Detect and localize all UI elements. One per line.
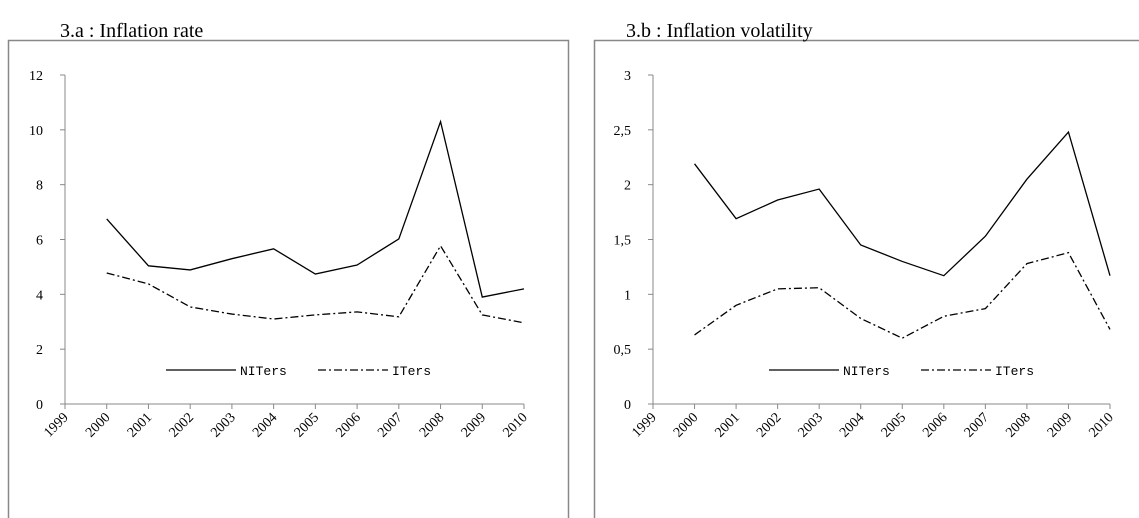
- chart-title: 3.a : Inflation rate: [60, 20, 203, 42]
- x-tick-label: 1999: [41, 410, 71, 440]
- panel-frame: [7, 39, 570, 518]
- y-tick-label: 6: [36, 234, 43, 249]
- x-tick-label: 2004: [837, 410, 867, 440]
- chart-title: 3.b : Inflation volatility: [626, 20, 813, 42]
- legend-label: NITers: [843, 364, 890, 379]
- x-tick-label: 2006: [920, 410, 950, 440]
- series-line: [106, 119, 525, 298]
- x-tick-label: 2000: [83, 410, 113, 440]
- y-tick-label: 1,5: [614, 234, 632, 249]
- x-tick-label: 2001: [125, 410, 155, 440]
- x-tick-label: 2000: [671, 410, 701, 440]
- y-tick-label: 1: [624, 288, 631, 303]
- series-line: [106, 244, 525, 324]
- legend-label: ITers: [995, 364, 1034, 379]
- y-tick-label: 0,5: [614, 343, 632, 358]
- x-tick-label: 2008: [417, 410, 447, 440]
- x-tick-label: 2008: [1003, 410, 1033, 440]
- y-tick-label: 2: [36, 343, 43, 358]
- y-tick-label: 2,5: [614, 124, 632, 139]
- y-tick-label: 3: [624, 69, 631, 84]
- x-tick-label: 2007: [962, 410, 992, 440]
- x-tick-label: 2010: [1086, 410, 1116, 440]
- x-tick-label: 2004: [250, 410, 280, 440]
- series-line: [694, 251, 1111, 339]
- x-tick-label: 2001: [713, 410, 743, 440]
- x-tick-label: 2003: [796, 410, 826, 440]
- x-tick-label: 2002: [167, 410, 197, 440]
- x-tick-label: 2009: [1045, 410, 1075, 440]
- y-tick-label: 4: [36, 288, 43, 303]
- legend-label: ITers: [392, 364, 431, 379]
- y-tick-label: 0: [624, 398, 631, 413]
- series-line: [694, 130, 1111, 277]
- x-tick-label: 2006: [334, 410, 364, 440]
- y-tick-label: 0: [36, 398, 43, 413]
- x-tick-label: 2005: [879, 410, 909, 440]
- y-tick-label: 10: [29, 124, 43, 139]
- x-tick-label: 2009: [459, 410, 489, 440]
- legend-label: NITers: [240, 364, 287, 379]
- x-tick-label: 2003: [208, 410, 238, 440]
- y-tick-label: 8: [36, 179, 43, 194]
- panel-frame: [593, 39, 1139, 518]
- x-tick-label: 2007: [375, 410, 405, 440]
- x-tick-label: 2005: [292, 410, 322, 440]
- y-tick-label: 2: [624, 179, 631, 194]
- y-tick-label: 12: [29, 69, 43, 84]
- x-tick-label: 1999: [629, 410, 659, 440]
- x-tick-label: 2010: [500, 410, 530, 440]
- x-tick-label: 2002: [754, 410, 784, 440]
